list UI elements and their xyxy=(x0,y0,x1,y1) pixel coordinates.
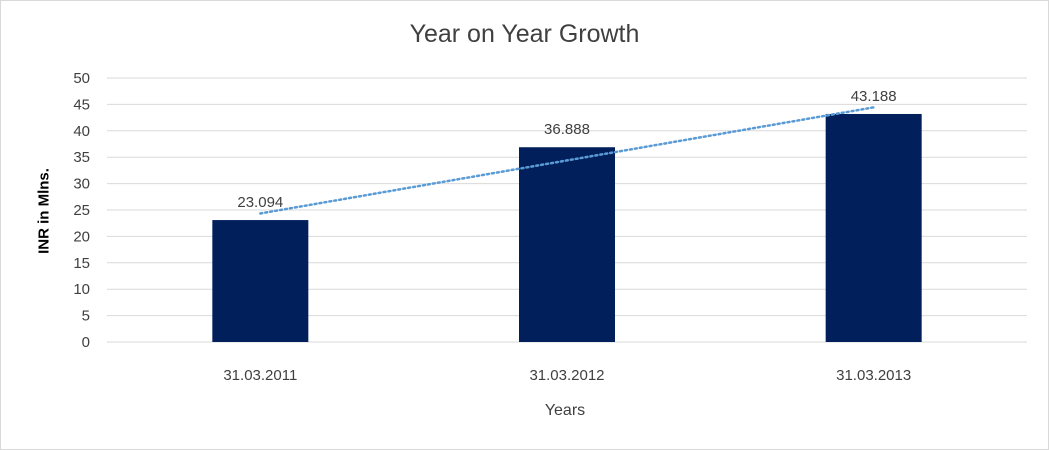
x-tick-label: 31.03.2013 xyxy=(836,367,911,384)
y-tick-label: 10 xyxy=(73,281,90,298)
x-tick-label: 31.03.2012 xyxy=(529,367,604,384)
y-tick-label: 30 xyxy=(73,176,90,193)
x-tick-label: 31.03.2011 xyxy=(223,367,297,384)
y-tick-label: 5 xyxy=(82,308,90,325)
y-tick-label: 15 xyxy=(73,255,90,272)
trendline-layer xyxy=(259,106,875,215)
bar xyxy=(212,220,309,342)
data-label: 36.888 xyxy=(544,121,590,138)
y-tick-label: 50 xyxy=(73,70,90,87)
data-label: 23.094 xyxy=(237,194,283,211)
x-axis-ticks: 31.03.2011 31.03.2012 31.03.2013 xyxy=(223,367,911,384)
bar xyxy=(519,147,615,342)
y-axis-ticks: 0 5 10 15 20 25 30 35 40 45 50 xyxy=(73,70,90,351)
bars xyxy=(212,113,922,342)
data-label: 43.188 xyxy=(851,88,897,105)
y-tick-label: 40 xyxy=(73,123,90,140)
y-tick-label: 20 xyxy=(73,228,90,245)
y-tick-label: 45 xyxy=(73,96,90,113)
y-tick-label: 0 xyxy=(82,334,90,351)
data-labels: 23.094 36.888 43.188 xyxy=(237,88,896,211)
x-axis-label: Years xyxy=(544,402,586,419)
y-tick-label: 35 xyxy=(73,149,90,166)
trendline xyxy=(259,106,875,215)
chart-title: Year on Year Growth xyxy=(409,20,640,48)
bar xyxy=(825,113,922,342)
y-tick-label: 25 xyxy=(73,202,90,219)
